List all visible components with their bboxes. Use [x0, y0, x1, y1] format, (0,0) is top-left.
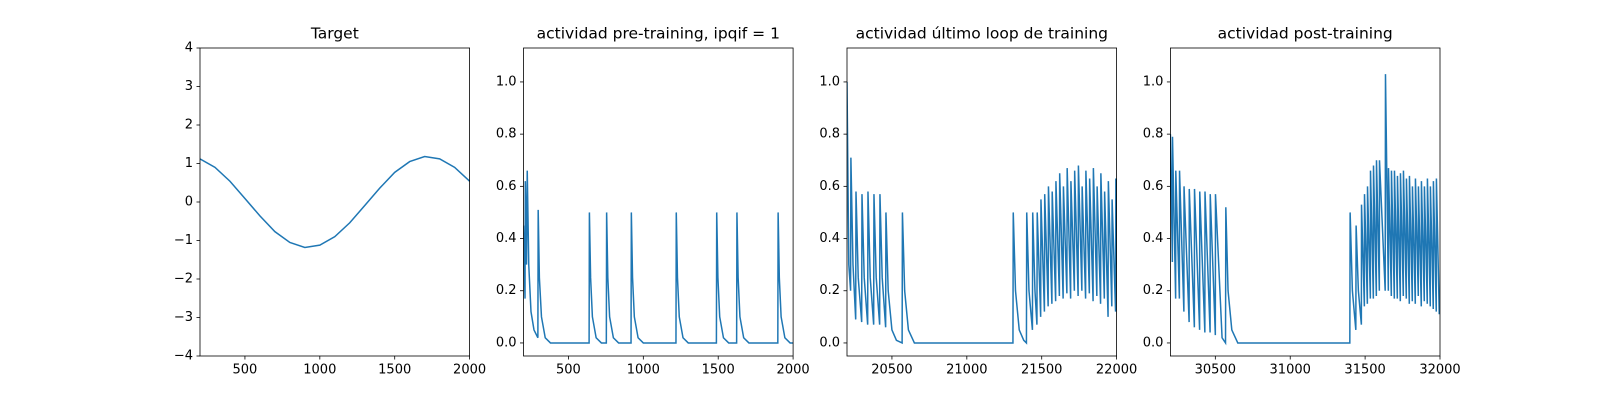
y-tick-label: 0.6: [819, 179, 840, 194]
y-tick-label: 2: [185, 118, 193, 133]
y-tick-label: 0.0: [1143, 335, 1164, 350]
chart-title: Target: [310, 25, 359, 43]
subplot: actividad post-training 30500 31000 31500 32…: [1143, 25, 1461, 378]
x-tick-label: 21500: [1021, 363, 1062, 378]
subplot: Target 500 1000 1500 2000 −4 −3 −2 −1 0 1 2 3 4: [174, 25, 486, 378]
y-tick-label: 0.4: [1143, 231, 1164, 246]
y-tick-label: 4: [185, 41, 193, 56]
x-tick-label: 32000: [1419, 363, 1460, 378]
chart-title: actividad último loop de training: [856, 25, 1108, 43]
data-line: [1170, 74, 1440, 346]
y-tick-label: 0.4: [819, 231, 840, 246]
y-tick-label: 0.8: [819, 127, 840, 142]
y-tick-label: −2: [174, 272, 193, 287]
x-tick-label: 2000: [453, 363, 486, 378]
y-tick-label: 0.0: [496, 335, 517, 350]
y-tick-label: 0.2: [496, 283, 517, 298]
subplot: actividad último loop de training 20500 21…: [819, 25, 1137, 378]
y-tick-label: −1: [174, 233, 193, 248]
data-line: [200, 155, 470, 249]
axes-frame: [523, 47, 794, 357]
x-tick-label: 22000: [1096, 363, 1137, 378]
axes-frame: [846, 47, 1118, 357]
y-tick-label: 0.6: [1143, 179, 1164, 194]
x-tick-label: 500: [556, 363, 581, 378]
x-tick-label: 1500: [702, 363, 735, 378]
y-tick-label: 0.8: [496, 127, 517, 142]
data-line: [523, 170, 794, 344]
chart-title: actividad pre-training, ipqif = 1: [537, 25, 780, 43]
x-tick-label: 1000: [627, 363, 660, 378]
y-tick-label: 0.8: [1143, 127, 1164, 142]
x-tick-label: 20500: [871, 363, 912, 378]
y-tick-label: 0.2: [819, 283, 840, 298]
x-tick-label: 31000: [1270, 363, 1311, 378]
data-line: [847, 81, 1117, 345]
y-tick-label: −4: [174, 349, 193, 364]
axes-frame: [1170, 47, 1441, 357]
x-tick-label: 500: [233, 363, 258, 378]
x-tick-label: 2000: [777, 363, 810, 378]
y-tick-label: 1: [185, 156, 193, 171]
y-tick-label: 0: [185, 195, 193, 210]
y-tick-label: 0.6: [496, 179, 517, 194]
y-tick-label: 0.2: [1143, 283, 1164, 298]
y-tick-label: 1.0: [1143, 74, 1164, 89]
x-tick-label: 31500: [1344, 363, 1385, 378]
y-tick-label: −3: [174, 310, 193, 325]
y-tick-label: 1.0: [496, 74, 517, 89]
subplot: actividad pre-training, ipqif = 1 500 1000…: [496, 25, 810, 378]
y-tick-label: 0.4: [496, 231, 517, 246]
x-tick-label: 1500: [378, 363, 411, 378]
y-tick-label: 3: [185, 79, 193, 94]
y-tick-label: 1.0: [819, 74, 840, 89]
x-tick-label: 21000: [946, 363, 987, 378]
axes-frame: [199, 47, 471, 357]
chart-title: actividad post-training: [1218, 25, 1393, 43]
x-tick-label: 1000: [303, 363, 336, 378]
x-tick-label: 30500: [1195, 363, 1236, 378]
y-tick-label: 0.0: [819, 335, 840, 350]
